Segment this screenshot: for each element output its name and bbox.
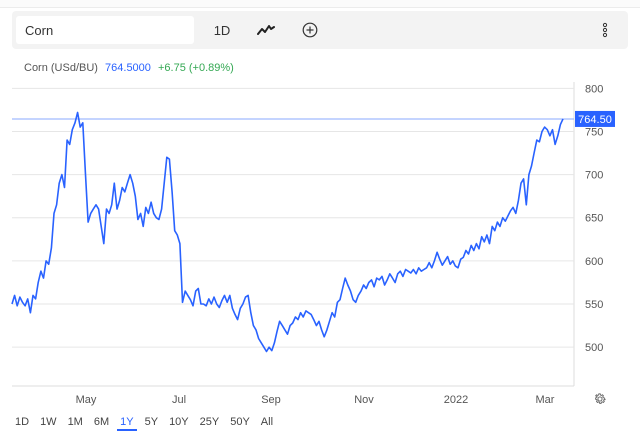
- x-tick-label: Jul: [172, 394, 186, 406]
- range-button-6m[interactable]: 6M: [93, 416, 110, 428]
- chart-toolbar: 1D: [12, 11, 628, 49]
- range-button-10y[interactable]: 10Y: [169, 416, 189, 428]
- chart-type-button[interactable]: [244, 18, 288, 42]
- range-button-5y[interactable]: 5Y: [144, 416, 159, 428]
- compare-button[interactable]: [288, 18, 332, 42]
- price-series-line: [11, 111, 564, 353]
- chart-settings-button[interactable]: [590, 389, 610, 409]
- x-tick-label: Nov: [354, 394, 374, 406]
- range-button-1d[interactable]: 1D: [15, 416, 30, 428]
- x-tick-label: Sep: [261, 394, 281, 406]
- more-vertical-icon: [602, 22, 608, 38]
- chart-legend: Corn (USd/BU) 764.5000 +6.75 (+0.89%): [24, 62, 234, 74]
- last-price-tag: [575, 110, 615, 127]
- y-tick-label: 650: [585, 213, 603, 225]
- x-tick-label: Mar: [536, 394, 555, 406]
- add-circle-icon: [302, 22, 318, 38]
- y-tick-label: 500: [585, 342, 603, 354]
- y-tick-label: 700: [585, 170, 603, 182]
- range-selector: 1D 1W 1M 6M 1Y 5Y 10Y 25Y 50Y All: [12, 410, 281, 434]
- y-tick-label: 550: [585, 299, 603, 311]
- line-chart-icon: [257, 25, 275, 35]
- range-button-25y[interactable]: 25Y: [199, 416, 220, 428]
- interval-button[interactable]: 1D: [213, 22, 231, 38]
- y-tick-label: 750: [585, 126, 603, 138]
- x-tick-label: 2022: [444, 394, 468, 406]
- range-button-1y[interactable]: 1Y: [117, 414, 137, 431]
- legend-change: +6.75 (+0.89%): [157, 62, 234, 74]
- y-tick-label: 600: [585, 256, 603, 268]
- x-tick-label: May: [76, 394, 97, 406]
- more-options-button[interactable]: [594, 18, 616, 42]
- top-strip: [0, 0, 640, 8]
- legend-last-price: 764.5000: [105, 62, 151, 74]
- range-button-50y[interactable]: 50Y: [230, 416, 250, 428]
- range-button-all[interactable]: All: [260, 416, 274, 428]
- y-tick-label: 800: [585, 83, 603, 95]
- legend-symbol-label: Corn (USd/BU): [24, 62, 98, 74]
- last-price-tag-label: 764.50: [578, 114, 612, 126]
- symbol-search-input[interactable]: [16, 16, 194, 44]
- range-button-1m[interactable]: 1M: [67, 416, 83, 428]
- gear-icon: [595, 393, 606, 404]
- range-button-1w[interactable]: 1W: [40, 416, 57, 428]
